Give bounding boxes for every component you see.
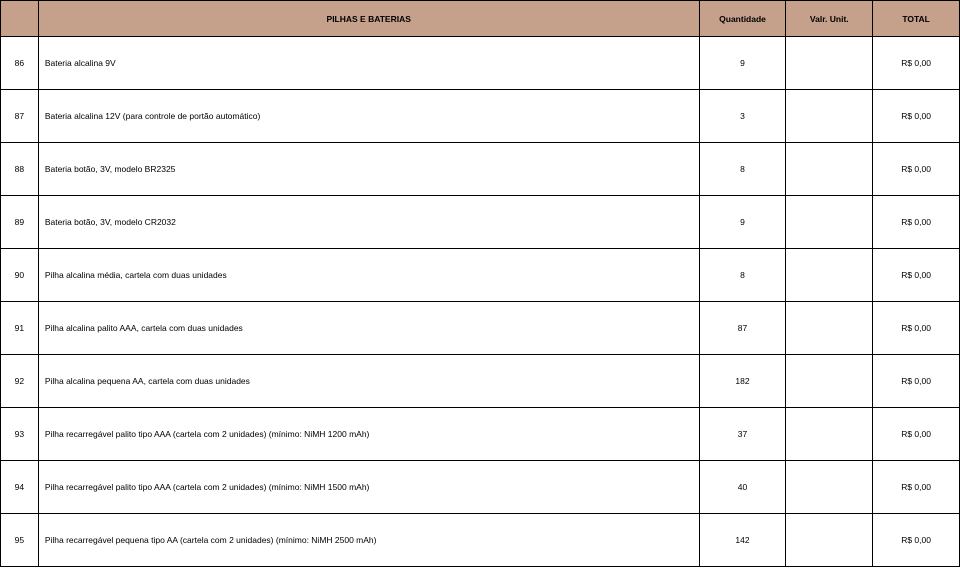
table-row: 90Pilha alcalina média, cartela com duas… bbox=[1, 249, 960, 302]
cell-desc: Bateria alcalina 12V (para controle de p… bbox=[38, 90, 699, 143]
cell-total: R$ 0,00 bbox=[873, 355, 960, 408]
cell-desc: Pilha alcalina palito AAA, cartela com d… bbox=[38, 302, 699, 355]
cell-unit bbox=[786, 143, 873, 196]
cell-desc: Pilha alcalina média, cartela com duas u… bbox=[38, 249, 699, 302]
cell-num: 91 bbox=[1, 302, 39, 355]
cell-num: 95 bbox=[1, 514, 39, 567]
header-unit: Valr. Unit. bbox=[786, 1, 873, 37]
cell-unit bbox=[786, 461, 873, 514]
cell-qty: 182 bbox=[699, 355, 786, 408]
cell-total: R$ 0,00 bbox=[873, 37, 960, 90]
cell-qty: 3 bbox=[699, 90, 786, 143]
table-row: 95Pilha recarregável pequena tipo AA (ca… bbox=[1, 514, 960, 567]
cell-num: 92 bbox=[1, 355, 39, 408]
cell-num: 94 bbox=[1, 461, 39, 514]
cell-unit bbox=[786, 196, 873, 249]
cell-qty: 37 bbox=[699, 408, 786, 461]
cell-total: R$ 0,00 bbox=[873, 461, 960, 514]
table-row: 87Bateria alcalina 12V (para controle de… bbox=[1, 90, 960, 143]
table-row: 88Bateria botão, 3V, modelo BR23258 R$ 0,… bbox=[1, 143, 960, 196]
cell-desc: Pilha alcalina pequena AA, cartela com d… bbox=[38, 355, 699, 408]
cell-unit bbox=[786, 355, 873, 408]
cell-unit bbox=[786, 37, 873, 90]
header-num bbox=[1, 1, 39, 37]
table-row: 91Pilha alcalina palito AAA, cartela com… bbox=[1, 302, 960, 355]
cell-desc: Pilha recarregável palito tipo AAA (cart… bbox=[38, 461, 699, 514]
cell-num: 93 bbox=[1, 408, 39, 461]
cell-num: 86 bbox=[1, 37, 39, 90]
table-row: 93Pilha recarregável palito tipo AAA (ca… bbox=[1, 408, 960, 461]
table-header-row: PILHAS E BATERIAS Quantidade Valr. Unit.… bbox=[1, 1, 960, 37]
cell-desc: Bateria botão, 3V, modelo CR2032 bbox=[38, 196, 699, 249]
cell-num: 88 bbox=[1, 143, 39, 196]
header-total: TOTAL bbox=[873, 1, 960, 37]
table-row: 89Bateria botão, 3V, modelo CR20329 R$ 0,… bbox=[1, 196, 960, 249]
cell-total: R$ 0,00 bbox=[873, 90, 960, 143]
cell-unit bbox=[786, 90, 873, 143]
table-row: 94Pilha recarregável palito tipo AAA (ca… bbox=[1, 461, 960, 514]
cell-total: R$ 0,00 bbox=[873, 514, 960, 567]
header-qty: Quantidade bbox=[699, 1, 786, 37]
cell-num: 90 bbox=[1, 249, 39, 302]
cell-qty: 87 bbox=[699, 302, 786, 355]
cell-qty: 40 bbox=[699, 461, 786, 514]
cell-unit bbox=[786, 408, 873, 461]
cell-qty: 9 bbox=[699, 196, 786, 249]
header-desc: PILHAS E BATERIAS bbox=[38, 1, 699, 37]
cell-qty: 8 bbox=[699, 249, 786, 302]
cell-qty: 8 bbox=[699, 143, 786, 196]
cell-desc: Bateria alcalina 9V bbox=[38, 37, 699, 90]
cell-qty: 9 bbox=[699, 37, 786, 90]
table-row: 86Bateria alcalina 9V9 R$ 0,00 bbox=[1, 37, 960, 90]
cell-desc: Pilha recarregável palito tipo AAA (cart… bbox=[38, 408, 699, 461]
cell-unit bbox=[786, 514, 873, 567]
cell-num: 89 bbox=[1, 196, 39, 249]
cell-desc: Bateria botão, 3V, modelo BR2325 bbox=[38, 143, 699, 196]
cell-total: R$ 0,00 bbox=[873, 196, 960, 249]
cell-total: R$ 0,00 bbox=[873, 408, 960, 461]
table-row: 92Pilha alcalina pequena AA, cartela com… bbox=[1, 355, 960, 408]
cell-num: 87 bbox=[1, 90, 39, 143]
cell-desc: Pilha recarregável pequena tipo AA (cart… bbox=[38, 514, 699, 567]
cell-qty: 142 bbox=[699, 514, 786, 567]
cell-total: R$ 0,00 bbox=[873, 143, 960, 196]
cell-unit bbox=[786, 249, 873, 302]
cell-total: R$ 0,00 bbox=[873, 249, 960, 302]
cell-total: R$ 0,00 bbox=[873, 302, 960, 355]
cell-unit bbox=[786, 302, 873, 355]
products-table: PILHAS E BATERIAS Quantidade Valr. Unit.… bbox=[0, 0, 960, 567]
